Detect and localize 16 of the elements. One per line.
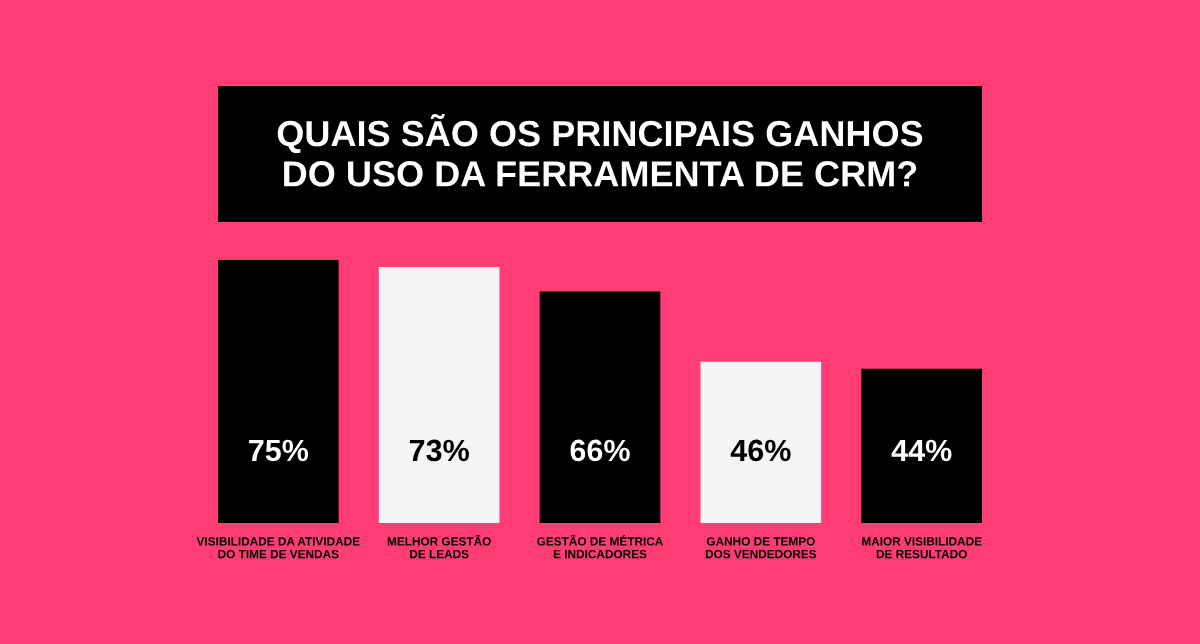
data-label: 73% [409, 439, 469, 462]
bar [218, 260, 339, 523]
bar [861, 368, 982, 523]
x-tick-label: MAIOR VISIBILIDADE DE RESULTADO [862, 537, 982, 559]
x-tick-label: VISIBILIDADE DA ATIVIDADE DO TIME DE VENDAS [196, 537, 360, 559]
chart-title: QUAIS SÃO OS PRINCIPAIS GANHOS DO USO DA FERRAMENTA DE CRM? [277, 113, 923, 187]
data-label: 46% [730, 439, 791, 462]
bar [539, 291, 661, 523]
data-label: 66% [570, 439, 630, 462]
x-tick-label: MELHOR GESTÃO DE LEADS [387, 534, 491, 559]
x-tick-label: GESTÃO DE MÉTRICA E INDICADORES [537, 534, 663, 559]
data-label: 44% [891, 439, 952, 462]
bar [378, 267, 500, 523]
x-tick-label: GANHO DE TEMPO DOS VENDEDORES [705, 537, 817, 559]
bar [700, 361, 822, 523]
data-label: 75% [249, 439, 309, 462]
